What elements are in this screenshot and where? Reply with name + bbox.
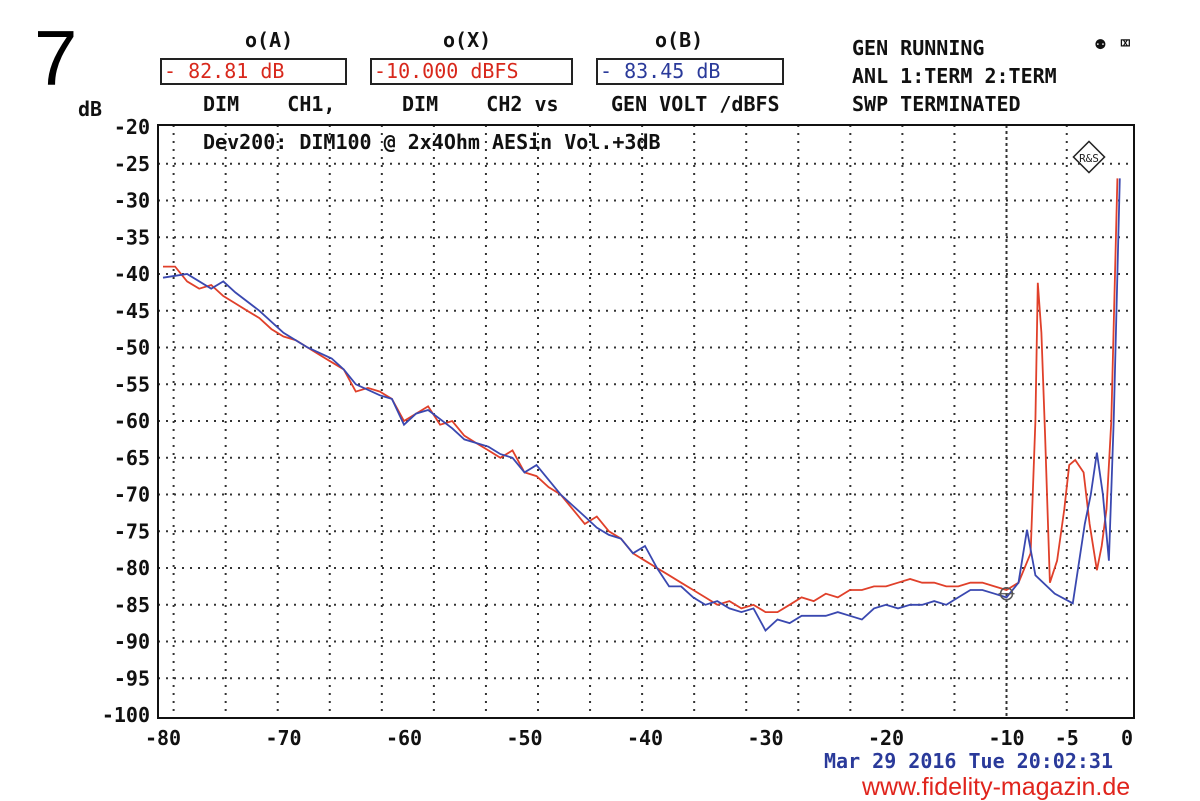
y-tick-label: -90 [114, 630, 150, 654]
y-tick-label: -65 [114, 446, 150, 470]
y-tick-label: -95 [114, 666, 150, 690]
y-tick-label: -85 [114, 593, 150, 617]
rs-logo-text: R&S [1079, 152, 1099, 165]
x-tick-label: -80 [145, 726, 181, 750]
figure-number: 7 [34, 14, 78, 102]
sublabel-b: GEN VOLT /dBFS [611, 92, 780, 116]
y-tick-label: -20 [114, 115, 150, 139]
y-tick-labels: -20 -25 -30 -35 -40 -45 -50 -55 -60 -65 -70 -75 -80 -… [102, 115, 150, 727]
x-tick-label: -30 [747, 726, 783, 750]
y-tick-label: -55 [114, 372, 150, 396]
x-tick-labels: -80 -70 -60 -50 -40 -30 -20 -10 -5 0 [145, 726, 1133, 750]
series-line-ch2 [162, 178, 1121, 632]
y-axis-unit: dB [78, 97, 103, 121]
status-gen: GEN RUNNING [852, 36, 985, 60]
timestamp: Mar 29 2016 Tue 20:02:31 [824, 749, 1113, 773]
x-tick-label: -70 [265, 726, 301, 750]
status-swp: SWP TERMINATED [852, 92, 1021, 116]
status-anl: ANL 1:TERM 2:TERM [852, 64, 1057, 88]
y-tick-label: -80 [114, 556, 150, 580]
reading-b-value: - 83.45 dB [596, 58, 784, 85]
y-tick-label: -50 [114, 336, 150, 360]
y-tick-label: -75 [114, 519, 150, 543]
chart-title: Dev200: DIM100 @ 2x4Ohm AESin Vol.+3dB [203, 130, 661, 154]
x-tick-label: -60 [386, 726, 422, 750]
sublabel-a: DIM CH1, [203, 92, 336, 116]
y-tick-label: -45 [114, 299, 150, 323]
y-tick-label: -70 [114, 483, 150, 507]
watermark: www.fidelity-magazin.de [862, 773, 1131, 801]
speaker-muted-icon: ⌧ [1120, 33, 1131, 54]
y-tick-label: -35 [114, 225, 150, 249]
reading-x-value: -10.000 dBFS [370, 58, 573, 85]
gen-icon: ⚉ [1095, 33, 1106, 54]
plot-frame [157, 124, 1135, 719]
reading-a-value: - 82.81 dB [160, 58, 347, 85]
grid [158, 125, 1134, 718]
x-tick-label: -10 [988, 726, 1024, 750]
x-tick-label: -5 [1055, 726, 1079, 750]
series-line-ch1 [163, 178, 1119, 613]
rs-logo: R&S [1072, 140, 1106, 174]
y-tick-label: -60 [114, 409, 150, 433]
reading-a-label: o(A) [245, 28, 294, 52]
x-tick-label: 0 [1121, 726, 1133, 750]
y-tick-label: -40 [114, 262, 150, 286]
reading-b-label: o(B) [655, 28, 704, 52]
y-tick-label: -30 [114, 189, 150, 213]
reading-x-label: o(X) [443, 28, 492, 52]
x-tick-label: -40 [627, 726, 663, 750]
sublabel-x: DIM CH2 vs [402, 92, 559, 116]
series-lines [162, 178, 1121, 632]
y-tick-label: -25 [114, 152, 150, 176]
x-tick-label: -50 [506, 726, 542, 750]
y-tick-label: -100 [102, 703, 150, 727]
x-tick-label: -20 [868, 726, 904, 750]
